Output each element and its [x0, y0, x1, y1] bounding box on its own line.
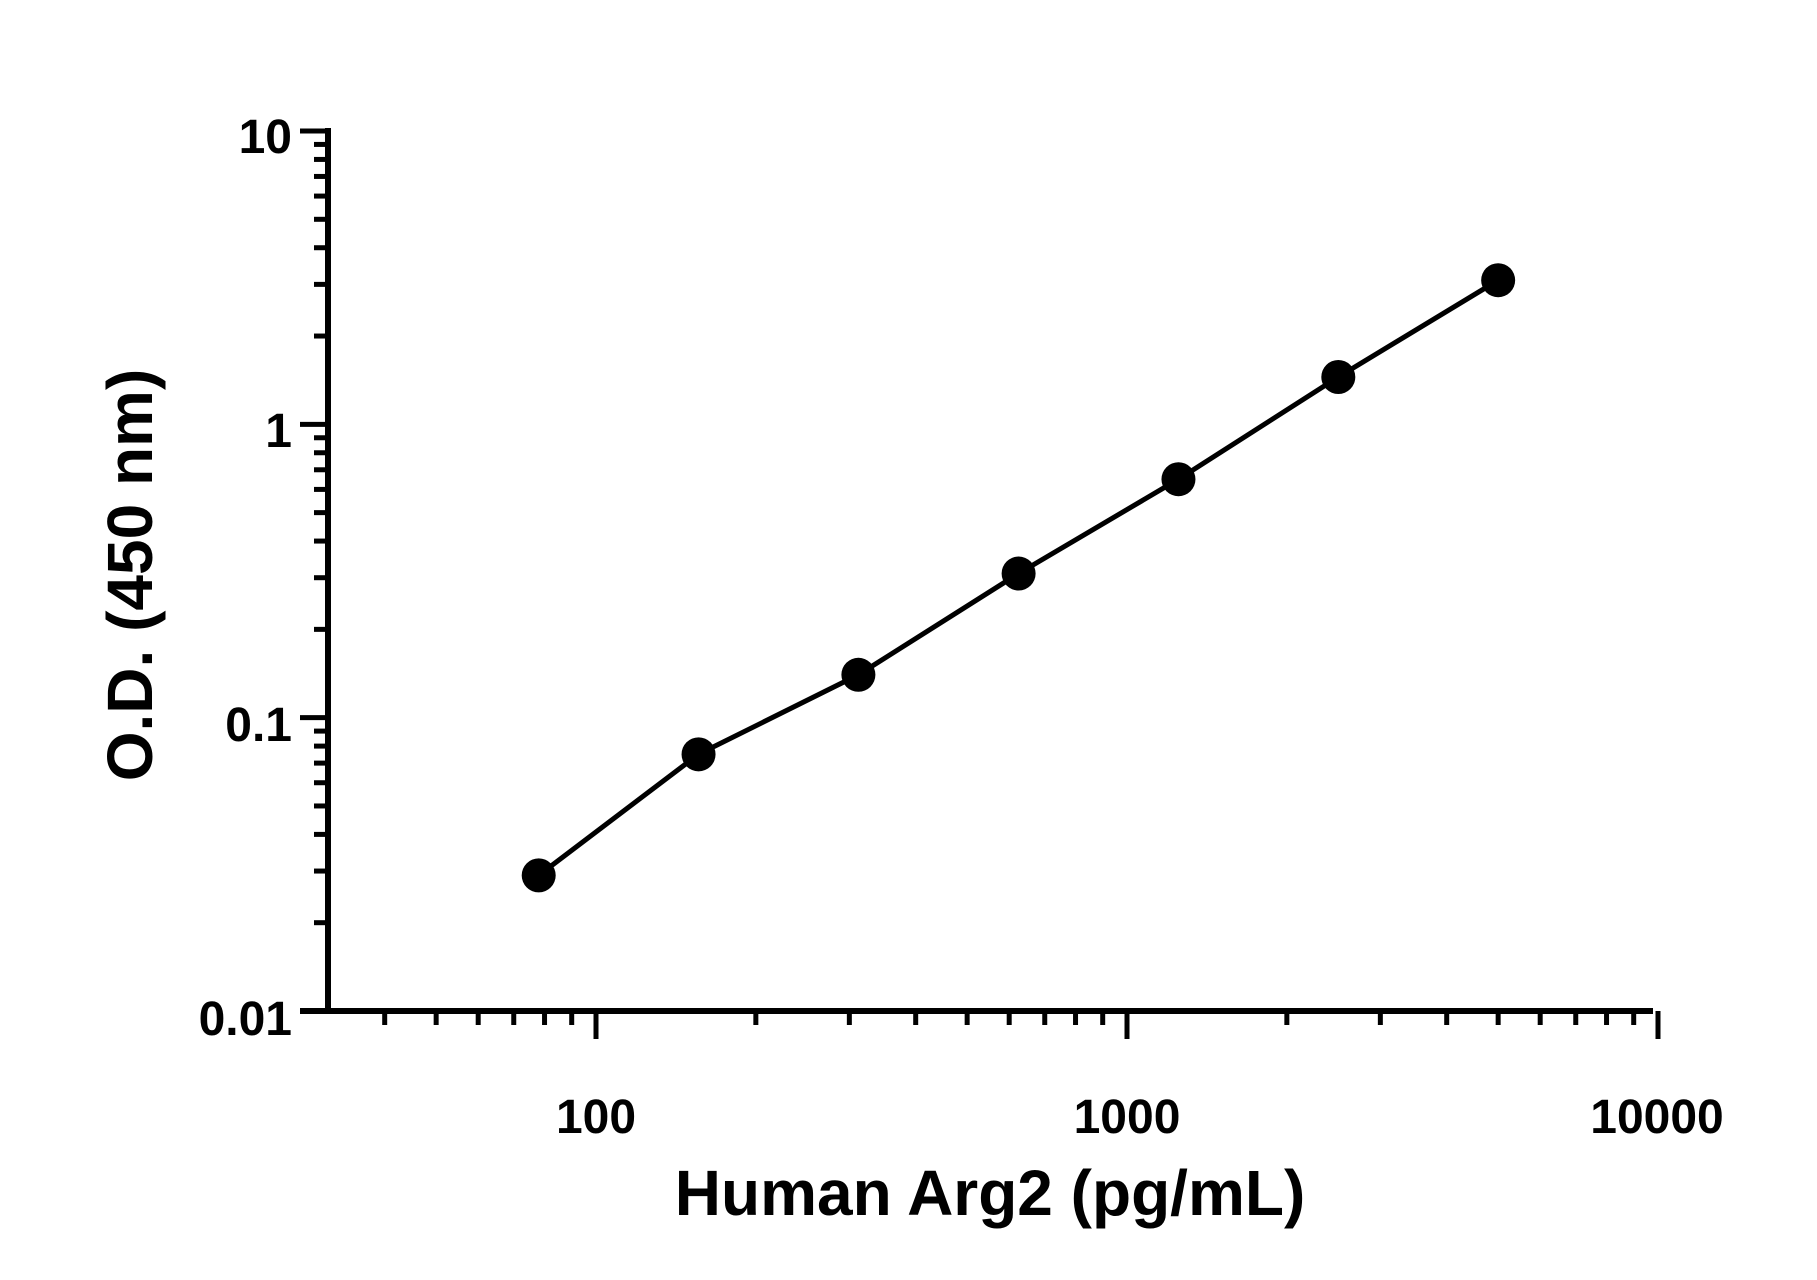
x-axis-title: Human Arg2 (pg/mL)	[675, 1157, 1306, 1229]
x-tick-label-100: 100	[556, 1091, 636, 1144]
x-tick-label-10000: 10000	[1590, 1091, 1723, 1144]
data-layer	[521, 263, 1516, 893]
y-tick-label-0.1: 0.1	[225, 699, 292, 752]
data-point-1	[521, 858, 556, 893]
y-axis	[300, 128, 331, 1014]
data-point-2	[681, 737, 716, 772]
data-point-4	[1001, 556, 1036, 591]
x-tick-label-1000: 1000	[1074, 1091, 1181, 1144]
y-axis-title: O.D. (450 nm)	[94, 369, 166, 782]
x-axis	[300, 1008, 1661, 1039]
data-point-6	[1321, 359, 1356, 394]
y-tick-label-0.01: 0.01	[199, 993, 292, 1046]
y-tick-label-10: 10	[239, 111, 292, 164]
data-point-7	[1481, 263, 1516, 298]
data-point-5	[1161, 462, 1196, 497]
y-tick-label-1: 1	[265, 405, 292, 458]
data-point-3	[841, 657, 876, 692]
